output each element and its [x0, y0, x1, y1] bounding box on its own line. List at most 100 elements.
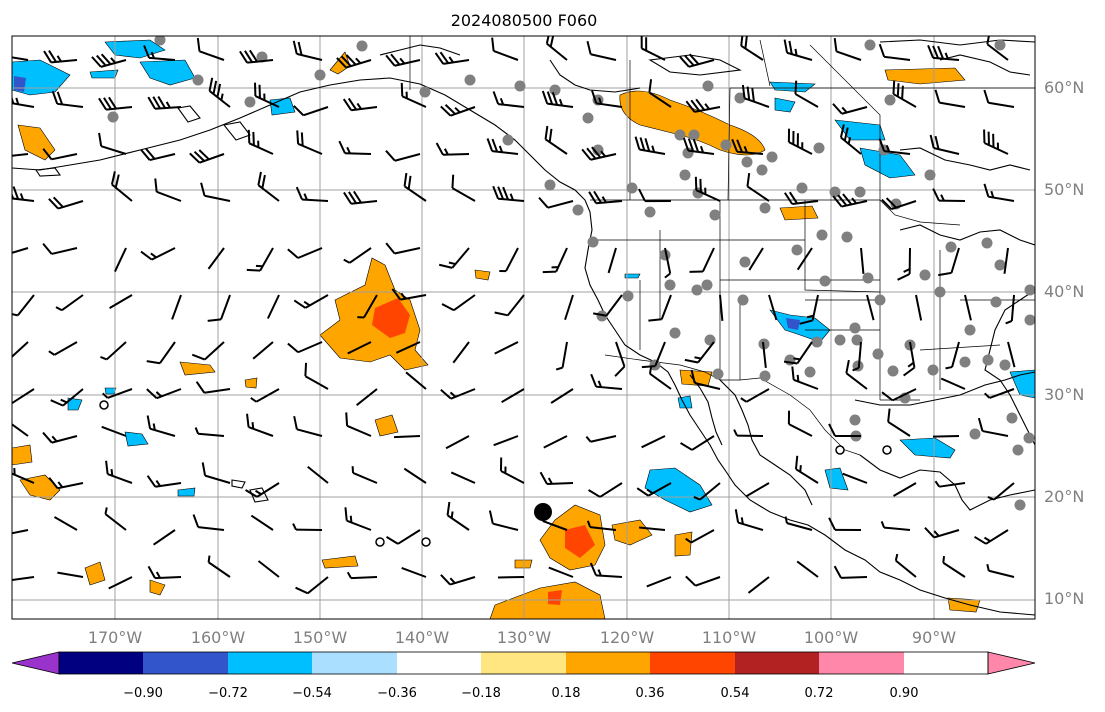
station-dot — [964, 324, 976, 336]
wind-barb — [295, 186, 329, 202]
station-dot — [959, 356, 971, 368]
wind-barb — [791, 366, 819, 390]
wind-barb — [239, 49, 274, 64]
station-dot — [691, 284, 703, 296]
wind-barb — [207, 555, 231, 578]
wind-barb — [492, 185, 525, 202]
station-dot — [1014, 499, 1026, 511]
station-dot — [756, 164, 768, 176]
wind-barb — [833, 565, 868, 579]
wind-barb — [794, 455, 819, 484]
wind-barb — [292, 523, 323, 531]
wind-barb — [12, 153, 29, 158]
wind-barb — [984, 388, 1015, 399]
wind-barb — [588, 482, 623, 498]
colorbar-segment — [59, 652, 143, 674]
wind-barb — [881, 197, 917, 211]
wind-barb — [679, 53, 715, 68]
wind-barb — [590, 373, 623, 390]
wind-barb — [191, 341, 225, 361]
station-dot — [849, 414, 861, 426]
wind-barb — [287, 341, 323, 354]
wind-barb — [108, 576, 133, 590]
colorbar-segment — [987, 651, 1036, 675]
wind-barb — [880, 520, 911, 531]
wind-barb — [201, 462, 231, 484]
wind-barb — [784, 516, 813, 531]
wind-barb — [257, 560, 280, 578]
wind-barb — [860, 247, 865, 274]
wind-barb — [942, 555, 966, 578]
wind-barb — [940, 377, 966, 390]
station-dot — [849, 322, 861, 334]
colorbar-frame — [58, 651, 989, 675]
wind-barb — [195, 381, 231, 394]
wind-barb — [685, 98, 721, 113]
wind-barb — [293, 294, 329, 309]
wind-barb — [832, 103, 868, 115]
wind-barb — [292, 40, 323, 61]
wind-barb — [12, 529, 29, 537]
wind-barb — [734, 509, 764, 531]
wind-barb — [351, 466, 378, 484]
wind-barb — [586, 40, 617, 61]
station-dot — [969, 428, 981, 440]
station-dot — [851, 334, 863, 346]
wind-barb — [450, 471, 476, 484]
wind-barb — [246, 413, 274, 437]
wind-barb — [194, 427, 225, 437]
wind-barb — [747, 576, 770, 594]
wind-barb — [845, 359, 868, 390]
station-dot — [514, 80, 526, 92]
wind-barb — [307, 465, 329, 484]
wind-barb — [105, 460, 133, 484]
station-dot — [464, 74, 476, 86]
station-dot — [945, 241, 957, 253]
wind-barb — [104, 507, 127, 531]
wind-barb — [586, 520, 617, 531]
wind-barb — [12, 576, 35, 582]
wind-barb — [147, 565, 182, 580]
colorbar — [11, 651, 1036, 675]
wind-barb — [638, 188, 672, 203]
wind-barb — [833, 38, 862, 61]
station-dot — [256, 51, 268, 63]
colorbar-tick: 0.18 — [552, 686, 581, 701]
wind-barb — [977, 417, 1009, 437]
station-dot — [720, 139, 732, 151]
wind-barb — [189, 149, 225, 164]
station-dot — [759, 370, 771, 382]
wind-barb — [915, 294, 923, 321]
wind-barb — [403, 172, 427, 202]
wind-barb — [1005, 294, 1015, 325]
wind-barb — [401, 566, 427, 578]
colorbar-tick: −0.54 — [292, 686, 332, 701]
wind-barb — [196, 37, 225, 61]
colorbar-tick: 0.36 — [636, 686, 665, 701]
wind-barb — [499, 247, 519, 273]
wind-barb — [146, 341, 176, 365]
map-panel — [12, 36, 1035, 619]
wind-barb — [641, 435, 666, 449]
wind-barb — [393, 435, 421, 439]
wind-barb — [878, 138, 911, 155]
wind-barb — [140, 147, 176, 162]
wind-barb — [342, 97, 378, 112]
wind-barb — [434, 51, 470, 65]
wind-barb — [945, 341, 960, 370]
wind-barb — [446, 501, 470, 531]
colorbar-segment — [819, 652, 904, 674]
wind-barb — [147, 95, 182, 110]
wind-barb — [641, 341, 666, 369]
markers — [99, 400, 892, 547]
wind-barb — [114, 247, 127, 272]
station-dot — [829, 186, 841, 198]
wind-barb — [109, 294, 133, 309]
wind-barb — [719, 294, 724, 321]
wind-barb — [690, 369, 721, 390]
wind-barb — [636, 482, 672, 497]
station-dot — [679, 169, 691, 181]
wind-barb — [101, 425, 127, 437]
wind-barb — [550, 388, 574, 404]
